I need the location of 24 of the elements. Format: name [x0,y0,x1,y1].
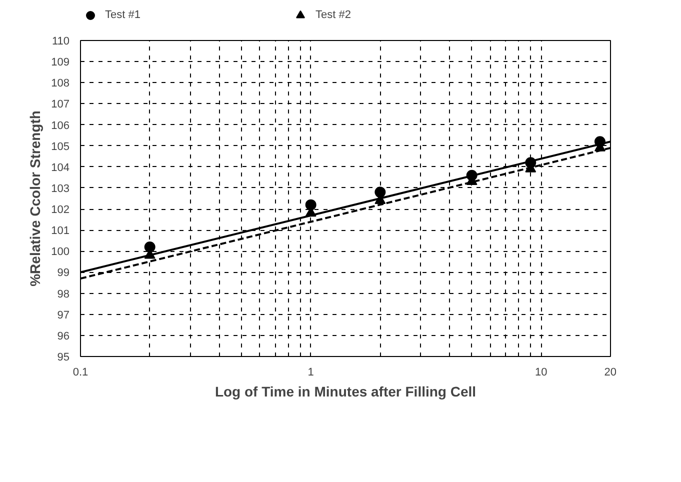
y-tick-label: 106 [51,120,70,132]
y-tick-label: 99 [57,267,70,280]
x-tick-label: 20 [604,366,617,378]
y-tick-label: 98 [57,288,70,300]
y-tick-label: 102 [51,204,70,216]
x-tick-label: 0.1 [72,366,88,378]
y-tick-label: 97 [57,309,70,322]
y-tick-label: 100 [51,246,70,258]
y-tick-label: 101 [51,225,70,238]
x-axis-title: Log of Time in Minutes after Filling Cell [214,384,476,400]
x-tick-label: 1 [308,366,314,378]
legend-label: Test #1 [105,9,140,21]
y-tick-label: 107 [51,98,70,111]
y-tick-label: 103 [51,182,70,195]
y-axis-title: %Relative Ccolor Strength [27,110,44,286]
y-tick-label: 110 [52,36,70,48]
x-tick-label: 10 [535,366,548,378]
y-tick-label: 105 [51,140,70,153]
y-tick-label: 95 [57,352,70,364]
y-tick-label: 108 [51,78,70,90]
y-tick-label: 96 [57,330,70,342]
legend-label: Test #2 [315,9,351,21]
y-tick-label: 104 [51,162,70,174]
y-tick-label: 109 [51,56,70,69]
